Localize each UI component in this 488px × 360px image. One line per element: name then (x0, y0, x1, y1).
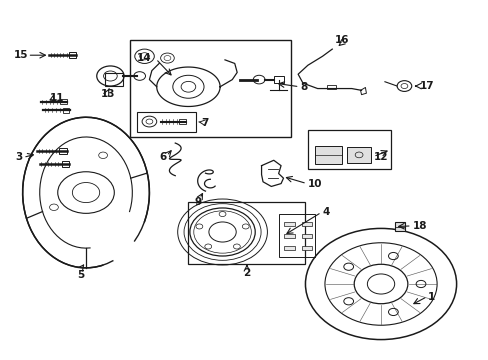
Bar (394, 222, 405, 231)
Text: 1: 1 (427, 292, 434, 302)
Text: 15: 15 (14, 50, 28, 60)
Polygon shape (315, 146, 341, 164)
Text: 5: 5 (78, 270, 84, 280)
Text: 10: 10 (307, 179, 322, 189)
Text: 13: 13 (101, 89, 115, 99)
Bar (273, 76, 283, 83)
Text: 11: 11 (49, 93, 64, 103)
Text: 7: 7 (201, 118, 208, 128)
Text: 17: 17 (419, 81, 434, 91)
Text: 8: 8 (300, 82, 307, 92)
Bar (59, 148, 67, 154)
Polygon shape (346, 147, 370, 163)
Bar (307, 130, 390, 169)
Bar (284, 222, 295, 226)
Bar (62, 108, 69, 113)
Bar (301, 234, 312, 238)
Bar (69, 52, 76, 58)
Bar (179, 119, 185, 124)
Bar (130, 40, 290, 137)
Bar (278, 214, 315, 257)
Text: 12: 12 (373, 152, 387, 162)
Text: 2: 2 (243, 268, 250, 278)
Text: 18: 18 (412, 221, 427, 231)
Text: 6: 6 (159, 152, 166, 162)
Bar (284, 234, 295, 238)
Bar (104, 73, 123, 86)
Bar (301, 222, 312, 226)
Bar (188, 202, 305, 264)
Bar (284, 246, 295, 250)
Bar (60, 99, 67, 104)
Text: 14: 14 (137, 53, 152, 63)
Bar (61, 161, 69, 167)
Bar (301, 246, 312, 250)
Text: 9: 9 (194, 197, 202, 207)
Bar (327, 85, 335, 89)
Bar (137, 112, 195, 132)
Text: 4: 4 (322, 207, 329, 217)
Text: 16: 16 (334, 35, 348, 45)
Text: 3: 3 (16, 152, 23, 162)
